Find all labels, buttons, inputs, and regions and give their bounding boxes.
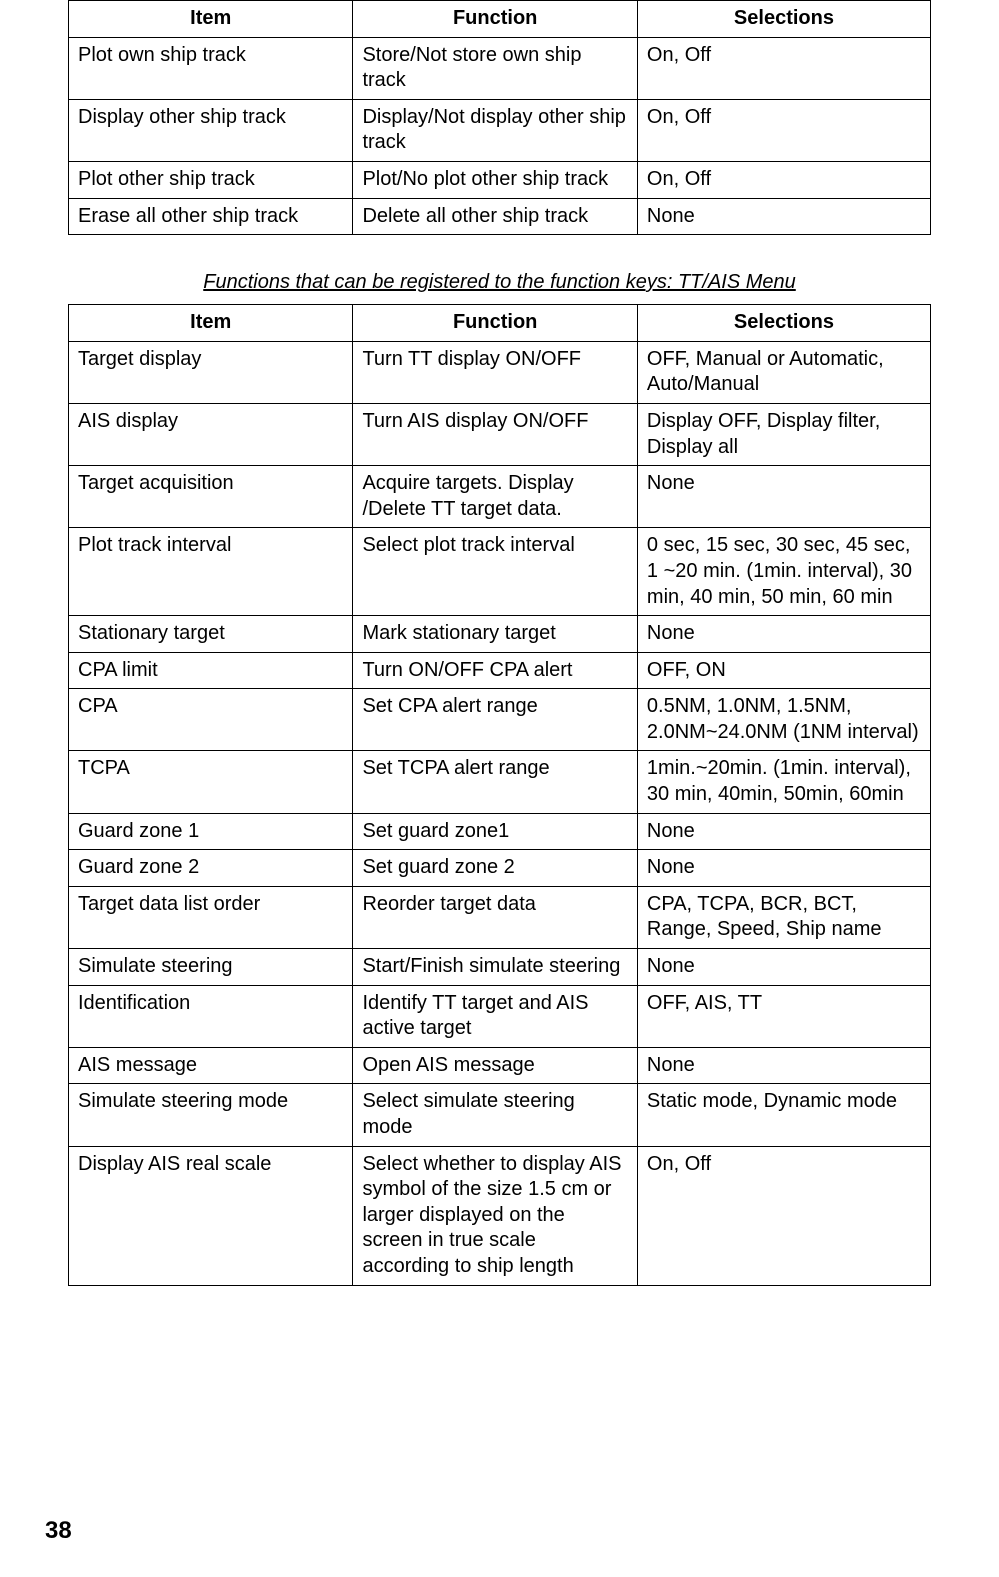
table-1-header-function: Function [353,1,637,38]
table-2-caption: Functions that can be registered to the … [68,271,931,294]
table-1: Item Function Selections Plot own ship t… [68,0,931,235]
cell-item: Guard zone 1 [69,813,353,850]
cell-function: Acquire targets. Display /Delete TT targ… [353,466,637,528]
cell-function: Turn TT display ON/OFF [353,341,637,403]
table-row: Guard zone 2 Set guard zone 2 None [69,850,931,887]
cell-item: Simulate steering mode [69,1084,353,1146]
cell-selections: On, Off [637,99,930,161]
cell-function: Turn AIS display ON/OFF [353,403,637,465]
cell-function: Delete all other ship track [353,198,637,235]
table-row: Stationary target Mark stationary target… [69,616,931,653]
table-row: CPA limit Turn ON/OFF CPA alert OFF, ON [69,652,931,689]
table-1-header-selections: Selections [637,1,930,38]
table-2-header-function: Function [353,305,637,342]
cell-selections: On, Off [637,1146,930,1285]
cell-function: Set TCPA alert range [353,751,637,813]
table-row: Plot own ship track Store/Not store own … [69,37,931,99]
cell-selections: None [637,949,930,986]
cell-selections: 1min.~20min. (1min. interval), 30 min, 4… [637,751,930,813]
cell-selections: OFF, ON [637,652,930,689]
table-row: Display other ship track Display/Not dis… [69,99,931,161]
cell-selections: None [637,466,930,528]
cell-item: Erase all other ship track [69,198,353,235]
table-row: Plot other ship track Plot/No plot other… [69,161,931,198]
cell-item: Plot other ship track [69,161,353,198]
cell-function: Select plot track interval [353,528,637,616]
table-2-header-selections: Selections [637,305,930,342]
table-1-header-item: Item [69,1,353,38]
table-row: Erase all other ship track Delete all ot… [69,198,931,235]
cell-item: Target display [69,341,353,403]
table-row: Target acquisition Acquire targets. Disp… [69,466,931,528]
cell-item: Guard zone 2 [69,850,353,887]
cell-function: Set guard zone1 [353,813,637,850]
table-row: AIS message Open AIS message None [69,1047,931,1084]
cell-selections: 0 sec, 15 sec, 30 sec, 45 sec, 1 ~20 min… [637,528,930,616]
page: Item Function Selections Plot own ship t… [0,0,999,1577]
table-2: Item Function Selections Target display … [68,304,931,1285]
cell-selections: None [637,616,930,653]
cell-selections: OFF, AIS, TT [637,985,930,1047]
cell-function: Start/Finish simulate steering [353,949,637,986]
cell-item: Display AIS real scale [69,1146,353,1285]
table-row: Simulate steering mode Select simulate s… [69,1084,931,1146]
table-row: CPA Set CPA alert range 0.5NM, 1.0NM, 1.… [69,689,931,751]
page-number: 38 [45,1517,72,1545]
cell-selections: None [637,198,930,235]
table-row: Display AIS real scale Select whether to… [69,1146,931,1285]
table-2-header-item: Item [69,305,353,342]
cell-item: Target acquisition [69,466,353,528]
cell-selections: None [637,813,930,850]
cell-function: Display/Not display other ship track [353,99,637,161]
cell-item: Display other ship track [69,99,353,161]
cell-selections: None [637,1047,930,1084]
table-row: Target display Turn TT display ON/OFF OF… [69,341,931,403]
cell-item: CPA [69,689,353,751]
table-2-header-row: Item Function Selections [69,305,931,342]
cell-function: Store/Not store own ship track [353,37,637,99]
cell-item: CPA limit [69,652,353,689]
cell-item: Target data list order [69,886,353,948]
cell-function: Open AIS message [353,1047,637,1084]
cell-selections: None [637,850,930,887]
table-row: Plot track interval Select plot track in… [69,528,931,616]
cell-item: AIS display [69,403,353,465]
cell-item: Plot own ship track [69,37,353,99]
table-row: Simulate steering Start/Finish simulate … [69,949,931,986]
cell-function: Select simulate steering mode [353,1084,637,1146]
table-row: TCPA Set TCPA alert range 1min.~20min. (… [69,751,931,813]
cell-function: Select whether to display AIS symbol of … [353,1146,637,1285]
cell-function: Identify TT target and AIS active target [353,985,637,1047]
cell-selections: CPA, TCPA, BCR, BCT, Range, Speed, Ship … [637,886,930,948]
table-row: Guard zone 1 Set guard zone1 None [69,813,931,850]
cell-function: Mark stationary target [353,616,637,653]
cell-item: AIS message [69,1047,353,1084]
cell-selections: On, Off [637,161,930,198]
table-row: AIS display Turn AIS display ON/OFF Disp… [69,403,931,465]
cell-selections: Display OFF, Display filter, Display all [637,403,930,465]
table-row: Identification Identify TT target and AI… [69,985,931,1047]
cell-item: TCPA [69,751,353,813]
cell-selections: 0.5NM, 1.0NM, 1.5NM, 2.0NM~24.0NM (1NM i… [637,689,930,751]
cell-item: Identification [69,985,353,1047]
cell-selections: Static mode, Dynamic mode [637,1084,930,1146]
table-row: Target data list order Reorder target da… [69,886,931,948]
cell-item: Simulate steering [69,949,353,986]
table-1-header-row: Item Function Selections [69,1,931,38]
cell-function: Set guard zone 2 [353,850,637,887]
cell-function: Set CPA alert range [353,689,637,751]
cell-item: Stationary target [69,616,353,653]
cell-item: Plot track interval [69,528,353,616]
cell-function: Reorder target data [353,886,637,948]
cell-function: Turn ON/OFF CPA alert [353,652,637,689]
cell-selections: OFF, Manual or Automatic, Auto/Manual [637,341,930,403]
cell-function: Plot/No plot other ship track [353,161,637,198]
cell-selections: On, Off [637,37,930,99]
